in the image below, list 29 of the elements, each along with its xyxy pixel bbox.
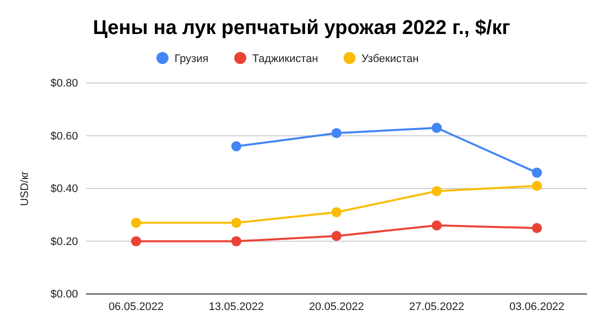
- legend-label: Таджикистан: [252, 53, 318, 65]
- point: [432, 220, 442, 230]
- x-tick-label: 06.05.2022: [108, 300, 164, 313]
- y-tick-label: $0.40: [50, 183, 78, 196]
- point: [231, 141, 242, 152]
- chart-title: Цены на лук репчатый урожая 2022 г., $/кг: [92, 17, 510, 39]
- legend-label: Узбекистан: [362, 53, 419, 65]
- point: [432, 186, 442, 196]
- x-tick-label: 20.05.2022: [308, 300, 364, 313]
- y-tick-label: $0.20: [50, 236, 78, 248]
- y-tick-label: $0.00: [50, 288, 78, 301]
- y-tick-label: $0.80: [50, 78, 78, 90]
- legend-label: Грузия: [174, 53, 208, 65]
- x-tick-label: 03.06.2022: [509, 300, 564, 313]
- point: [532, 223, 542, 234]
- point: [331, 128, 342, 138]
- point: [331, 207, 342, 218]
- y-axis-title: USD/кг: [19, 170, 31, 206]
- point: [532, 168, 542, 178]
- point: [131, 236, 142, 246]
- point: [432, 122, 442, 133]
- point: [331, 230, 342, 242]
- x-tick-label: 13.05.2022: [208, 300, 264, 313]
- point: [231, 236, 242, 246]
- y-tick-label: $0.60: [50, 130, 78, 142]
- x-tick-label: 27.05.2022: [409, 300, 464, 313]
- point: [532, 180, 542, 191]
- point: [231, 218, 242, 228]
- point: [131, 218, 142, 228]
